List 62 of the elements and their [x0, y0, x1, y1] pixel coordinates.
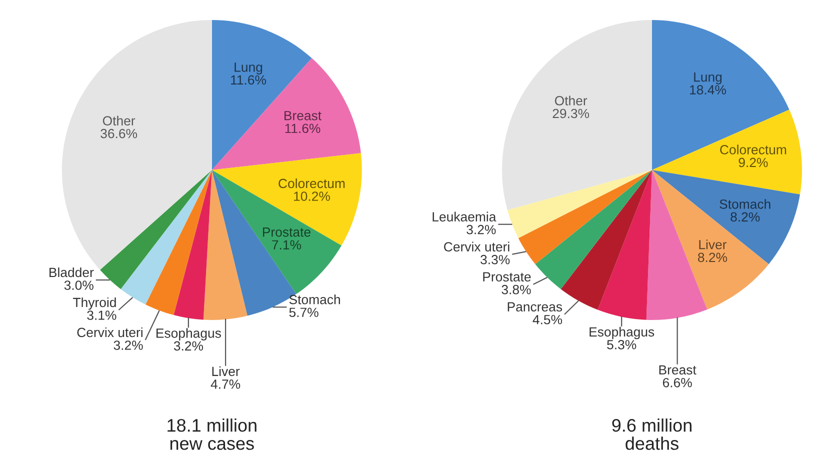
slice-label: Colorectum [278, 178, 345, 188]
data-label: 3.2% [174, 341, 204, 351]
pie-slice [518, 170, 652, 264]
pie-slice [502, 20, 652, 210]
pie-slice [652, 20, 790, 170]
data-label: 3.0% [64, 280, 94, 290]
slice-label: Liver [212, 366, 240, 376]
slice-label: Cervix uteri [444, 242, 510, 252]
text: 18.1 million new cases [168, 418, 256, 450]
slice-label: Esophagus [156, 328, 221, 340]
slice-label: Leukaemia [432, 212, 496, 222]
pie-slice [652, 110, 802, 194]
data-label: 29.3% [552, 108, 590, 118]
data-label: 7.1% [272, 240, 302, 250]
text: 9.6 million deaths [612, 418, 692, 450]
pie-slice [174, 170, 212, 320]
pie-slice [598, 170, 652, 320]
slice-label: Other [554, 96, 588, 106]
data-label: 3.3% [480, 254, 510, 264]
data-label: 9.2% [738, 158, 768, 168]
pie-slice [652, 170, 800, 264]
slice-label: Colorectum [720, 144, 786, 154]
data-label: 11.6% [285, 124, 320, 134]
pie-slice [507, 170, 652, 238]
data-label: 10.2% [294, 192, 330, 201]
slice-label: Breast [284, 111, 322, 120]
data-label: 4.7% [210, 380, 240, 389]
pie-slice [652, 170, 769, 310]
data-label: 18.4% [690, 85, 726, 95]
data-label: 3.8% [502, 284, 531, 294]
data-label: 11.6% [231, 75, 266, 85]
data-label: 3.2% [466, 224, 496, 234]
pie-slice [560, 170, 652, 310]
pie-slice [120, 170, 212, 304]
slice-label: Cervix uteri [77, 327, 142, 338]
pie-slice [100, 170, 212, 290]
slice-label: Other [102, 116, 136, 126]
data-label: 8.2% [698, 252, 728, 262]
data-label: 5.3% [607, 340, 636, 350]
data-label: 4.5% [532, 314, 562, 324]
slice-label: Thyroid [73, 297, 116, 310]
data-label: 5.7% [289, 308, 318, 318]
slice-label: Lung [234, 62, 262, 74]
slice-label: Bladder [50, 267, 94, 278]
slice-label: Esophagus [590, 326, 654, 340]
slice-label: Stomach [720, 199, 770, 209]
data-label: 8.2% [730, 212, 760, 222]
slice-label: Stomach [289, 294, 340, 304]
data-label: 6.6% [662, 378, 692, 388]
slice-label: Prostate [483, 272, 531, 282]
data-label: 3.1% [87, 310, 116, 320]
slice-label: Prostate [262, 228, 310, 237]
slice-label: Breast [659, 365, 696, 375]
slice-label: Liver [699, 240, 727, 250]
slice-label: Pancreas [508, 302, 562, 312]
data-label: 36.6% [100, 128, 138, 138]
slice-label: Lung [694, 72, 722, 84]
pie-slice [203, 170, 248, 320]
pie-slice [212, 58, 361, 170]
data-label: 3.2% [114, 340, 143, 350]
pie-slice [145, 170, 212, 316]
pie-slice [535, 170, 652, 290]
